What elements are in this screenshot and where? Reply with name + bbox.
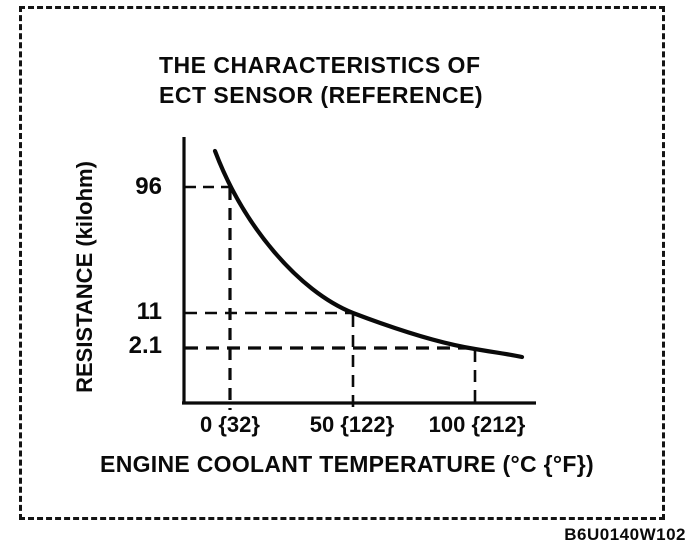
x-tick-100: 100 {212} xyxy=(428,412,526,437)
figure-code: B6U0140W102 xyxy=(564,525,686,544)
resistance-curve xyxy=(212,148,525,360)
figure-dashed-border xyxy=(19,6,665,520)
y-tick-11: 11 xyxy=(136,298,162,325)
y-tick-96: 96 xyxy=(135,173,162,200)
x-tick-0: 0 {32} xyxy=(200,412,260,437)
chart-title: THE CHARACTERISTICS OF ECT SENSOR (REFER… xyxy=(159,50,519,110)
x-tick-50: 50 {122} xyxy=(309,412,395,437)
y-tick-2-1: 2.1 xyxy=(128,332,162,359)
y-axis-label: RESISTANCE (kilohm) xyxy=(72,161,97,393)
x-axis-label: ENGINE COOLANT TEMPERATURE (°C {°F}) xyxy=(100,451,594,477)
chart-title-line1: THE CHARACTERISTICS OF xyxy=(159,52,481,78)
chart-title-line2: ECT SENSOR (REFERENCE) xyxy=(159,82,484,108)
